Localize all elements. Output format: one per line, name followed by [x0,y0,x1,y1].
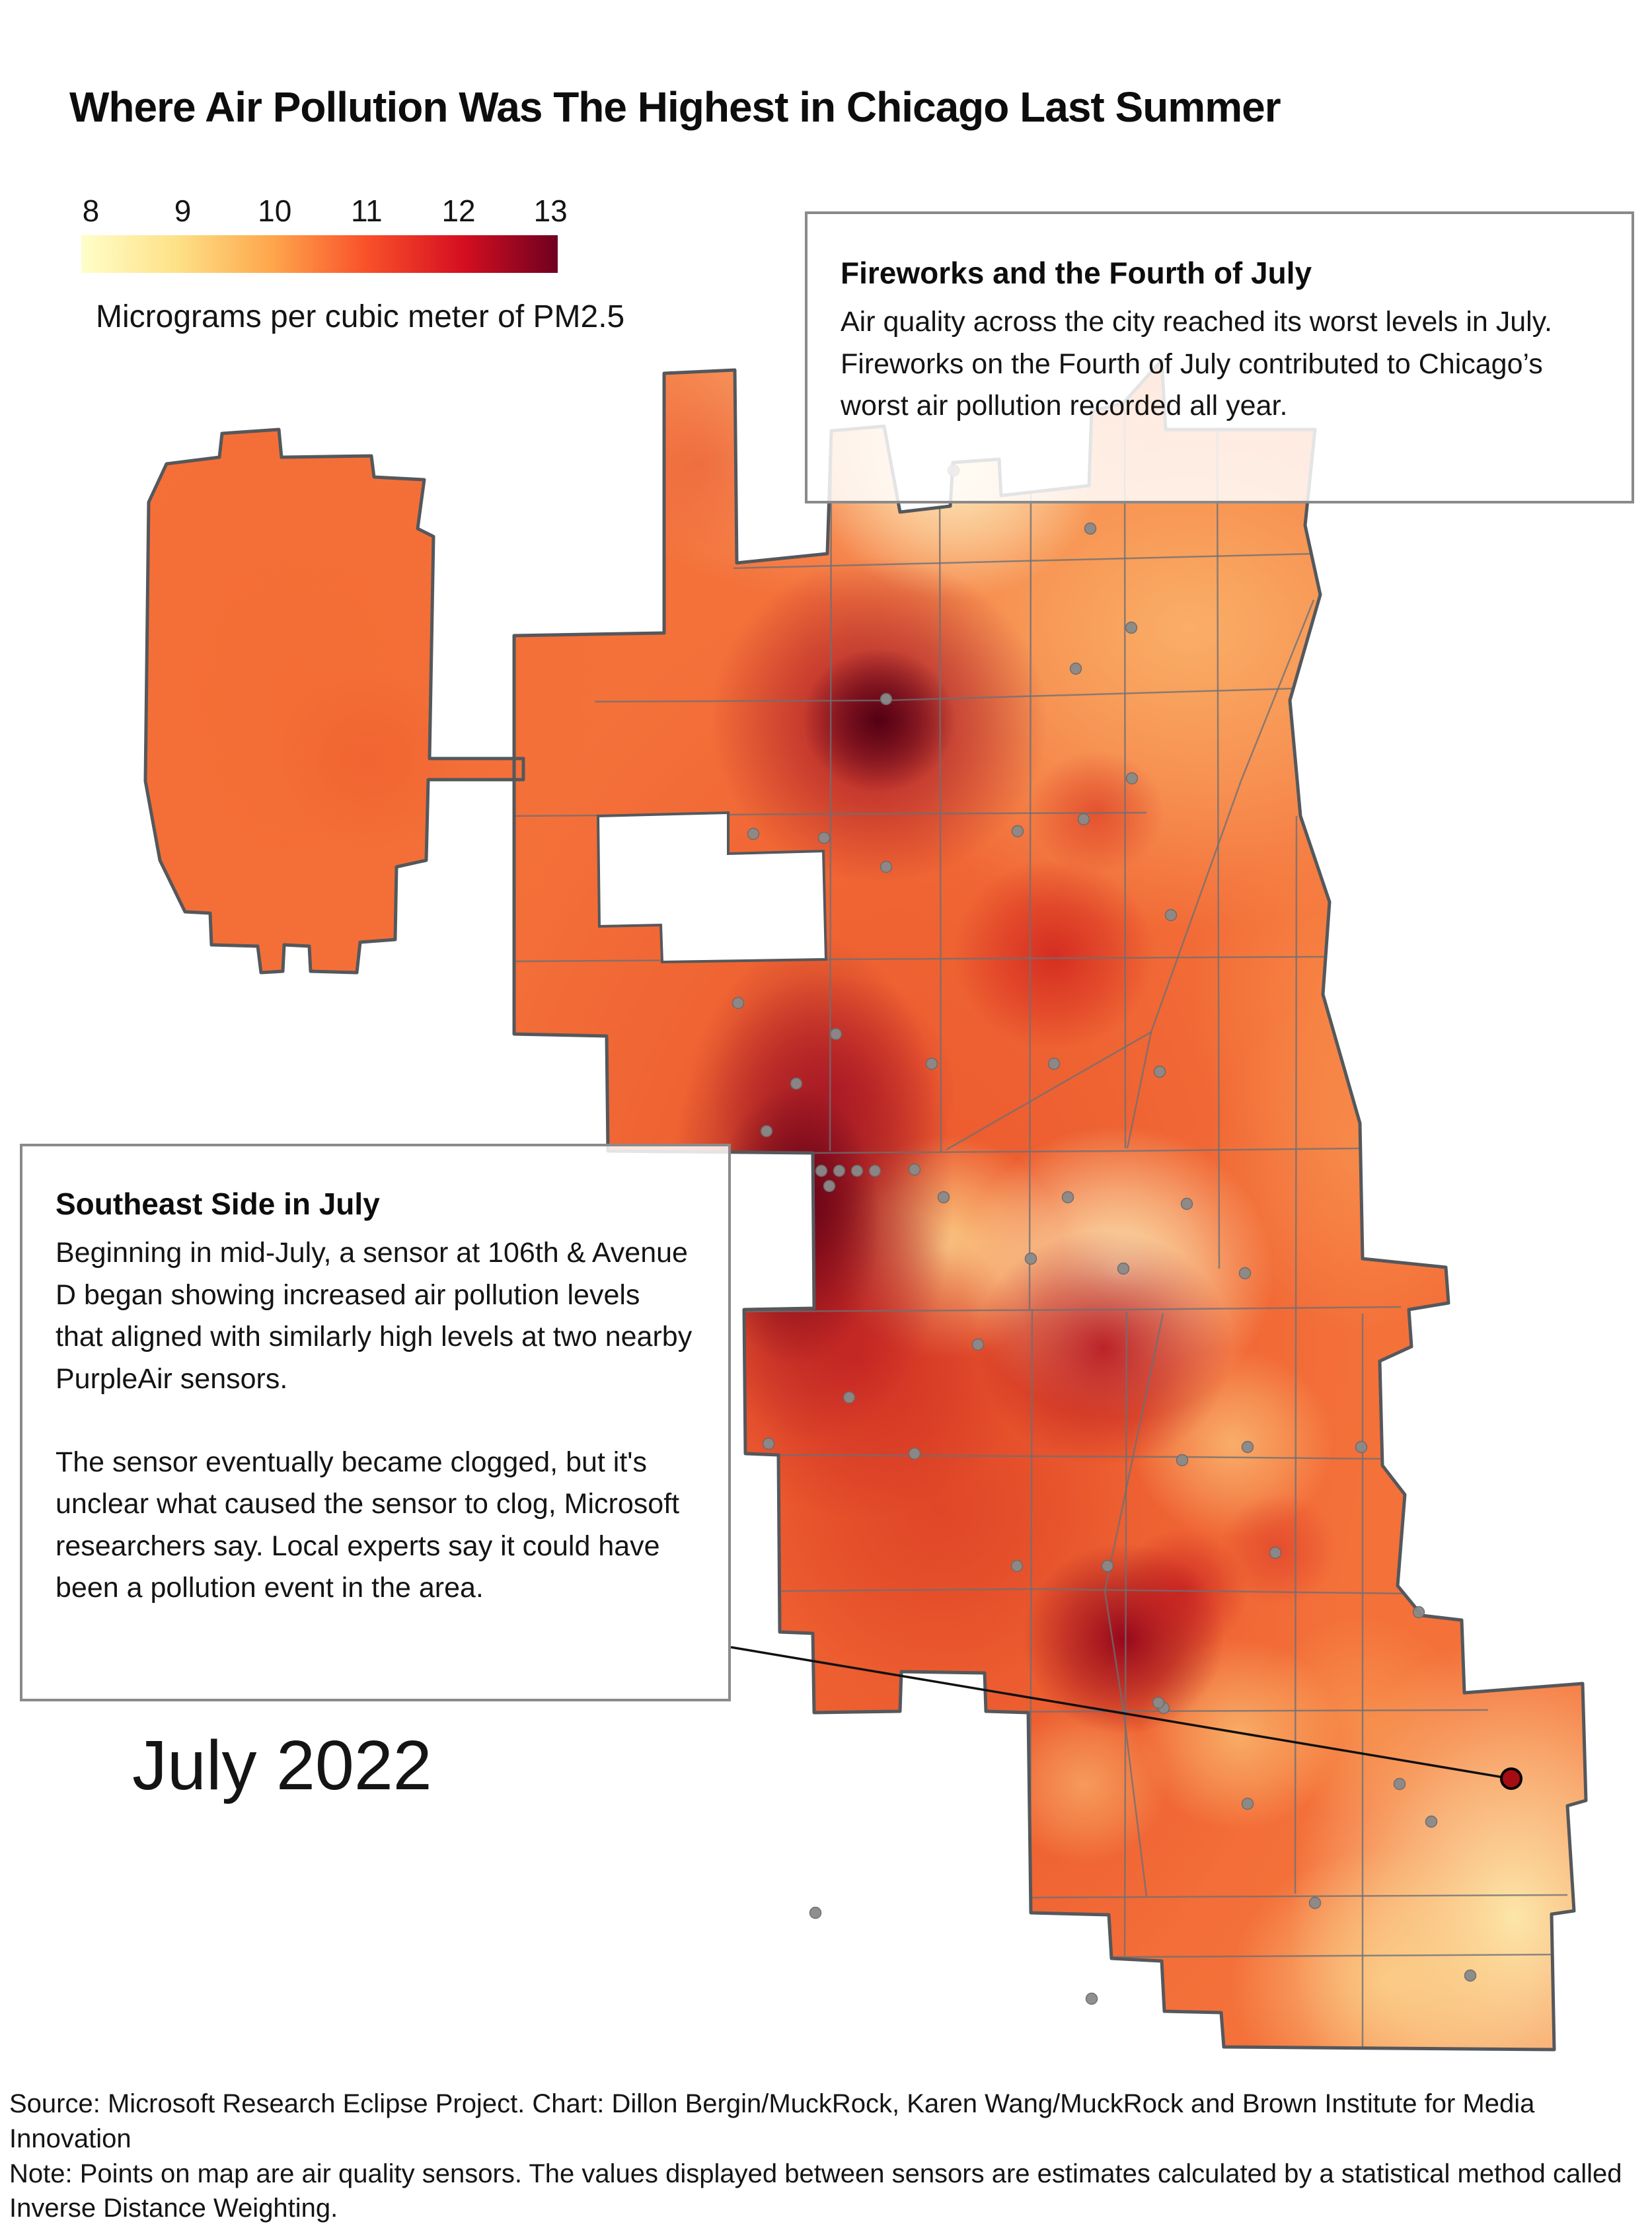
frame-date-label: July 2022 [132,1726,432,1804]
sensor-dot [850,1164,864,1177]
source-note: Source: Microsoft Research Eclipse Proje… [9,2087,1641,2226]
sensor-dot [1308,1896,1322,1910]
heat-spot [1230,1847,1545,2050]
sensor-dot [925,1057,938,1070]
page-title: Where Air Pollution Was The Highest in C… [69,83,1281,131]
sensor-dot [880,692,893,706]
sensor-dot [843,1391,856,1404]
community-boundary [1028,1894,1568,1899]
sensor-dot [1010,1559,1024,1573]
sensor-dot [1069,662,1082,675]
sensor-dot [732,996,745,1010]
legend-tick: 10 [258,194,292,228]
sensor-dot [1355,1440,1368,1454]
heat-spot [953,859,1155,1051]
sensor-dot [1024,1252,1037,1265]
sensor-dot [1269,1546,1282,1559]
legend-gradient-bar [81,235,558,273]
sensor-dot [1077,813,1090,826]
community-boundary [1111,1953,1570,1958]
sensor-dot [833,1164,846,1177]
heat-spot [1254,1617,1468,1819]
sensor-dot [817,831,831,844]
sensor-dot [908,1447,921,1460]
sensor-dot [1425,1815,1438,1828]
community-boundary [1126,599,1315,1149]
color-legend: 8 9 10 11 12 13 [81,193,568,273]
sensor-dot [1011,825,1024,838]
highlighted-sensor-dot [1500,1767,1522,1790]
annotation-title: Southeast Side in July [56,1187,380,1221]
sensor-dot [937,1191,950,1204]
sensor-dot [809,1906,822,1919]
sensor-dot [1464,1969,1477,1982]
annotation-body-paragraph-1: Beginning in mid-July, a sensor at 106th… [56,1237,693,1395]
community-boundary [829,430,833,1152]
note-line: Inverse Distance Weighting. [9,2194,338,2223]
legend-tick: 9 [174,194,192,228]
annotation-box-southeast: Southeast Side in July Beginning in mid-… [20,1144,731,1701]
heat-spot [1399,1291,1561,1444]
sensor-dot [1180,1197,1193,1210]
note-line: Note: Points on map are air quality sens… [9,2159,1622,2188]
sensor-dot [1164,909,1178,922]
sensor-dot [1085,1992,1098,2005]
community-boundary [1294,815,1298,1894]
sensor-dot [1393,1777,1406,1791]
sensor-dot [1101,1559,1114,1573]
sensor-dot [747,827,760,840]
annotation-box-fireworks: Fireworks and the Fourth of July Air qua… [805,211,1634,503]
city-outline-ohare [143,427,525,975]
enclave-hole [596,811,828,964]
sensor-dot [1153,1065,1166,1078]
sensor-dot [880,860,893,873]
community-boundary [938,462,942,1154]
sensor-dot [1238,1267,1252,1280]
sensor-dot [1061,1191,1074,1204]
sensor-dot [1241,1440,1254,1454]
community-boundary [743,1306,1402,1313]
sensor-dot [815,1164,828,1177]
legend-caption: Micrograms per cubic meter of PM2.5 [96,299,625,334]
sensor-dot [1047,1057,1061,1070]
legend-tick: 8 [82,194,100,228]
sensor-dot [829,1027,843,1041]
sensor-dot [760,1125,773,1138]
legend-tick-labels: 8 9 10 11 12 13 [81,193,568,230]
heat-spot [974,1230,1233,1466]
sensor-dot [1125,621,1138,634]
sensor-dot [790,1077,803,1090]
community-boundary [1123,1311,1128,1956]
heat-spot [593,367,807,558]
legend-tick: 13 [533,194,568,228]
sensor-dot [1125,772,1139,785]
sensor-dot [1241,1797,1254,1810]
sensor-dot [1152,1696,1165,1709]
annotation-body-paragraph-2: The sensor eventually became clogged, bu… [56,1446,680,1604]
legend-tick: 12 [441,194,476,228]
annotation-title: Fireworks and the Fourth of July [841,256,1312,290]
source-line: Source: Microsoft Research Eclipse Proje… [9,2089,1535,2153]
sensor-dot [908,1163,921,1176]
annotation-body: Air quality across the city reached its … [841,306,1552,422]
sensor-dot [868,1164,882,1177]
community-boundary [1104,1313,1164,1897]
callout-line [730,1646,1512,1780]
heat-spot [274,670,466,850]
community-boundary [946,1031,1152,1151]
sensor-dot [823,1179,836,1193]
sensor-dot [1084,522,1097,535]
heat-spot [802,648,956,792]
sensor-dot [1412,1606,1425,1619]
sensor-dot [1176,1454,1189,1467]
sensor-dot [762,1437,775,1450]
sensor-dot [971,1338,985,1351]
sensor-dot [1117,1262,1130,1275]
community-boundary [1028,494,1032,1310]
legend-tick: 11 [350,194,383,228]
